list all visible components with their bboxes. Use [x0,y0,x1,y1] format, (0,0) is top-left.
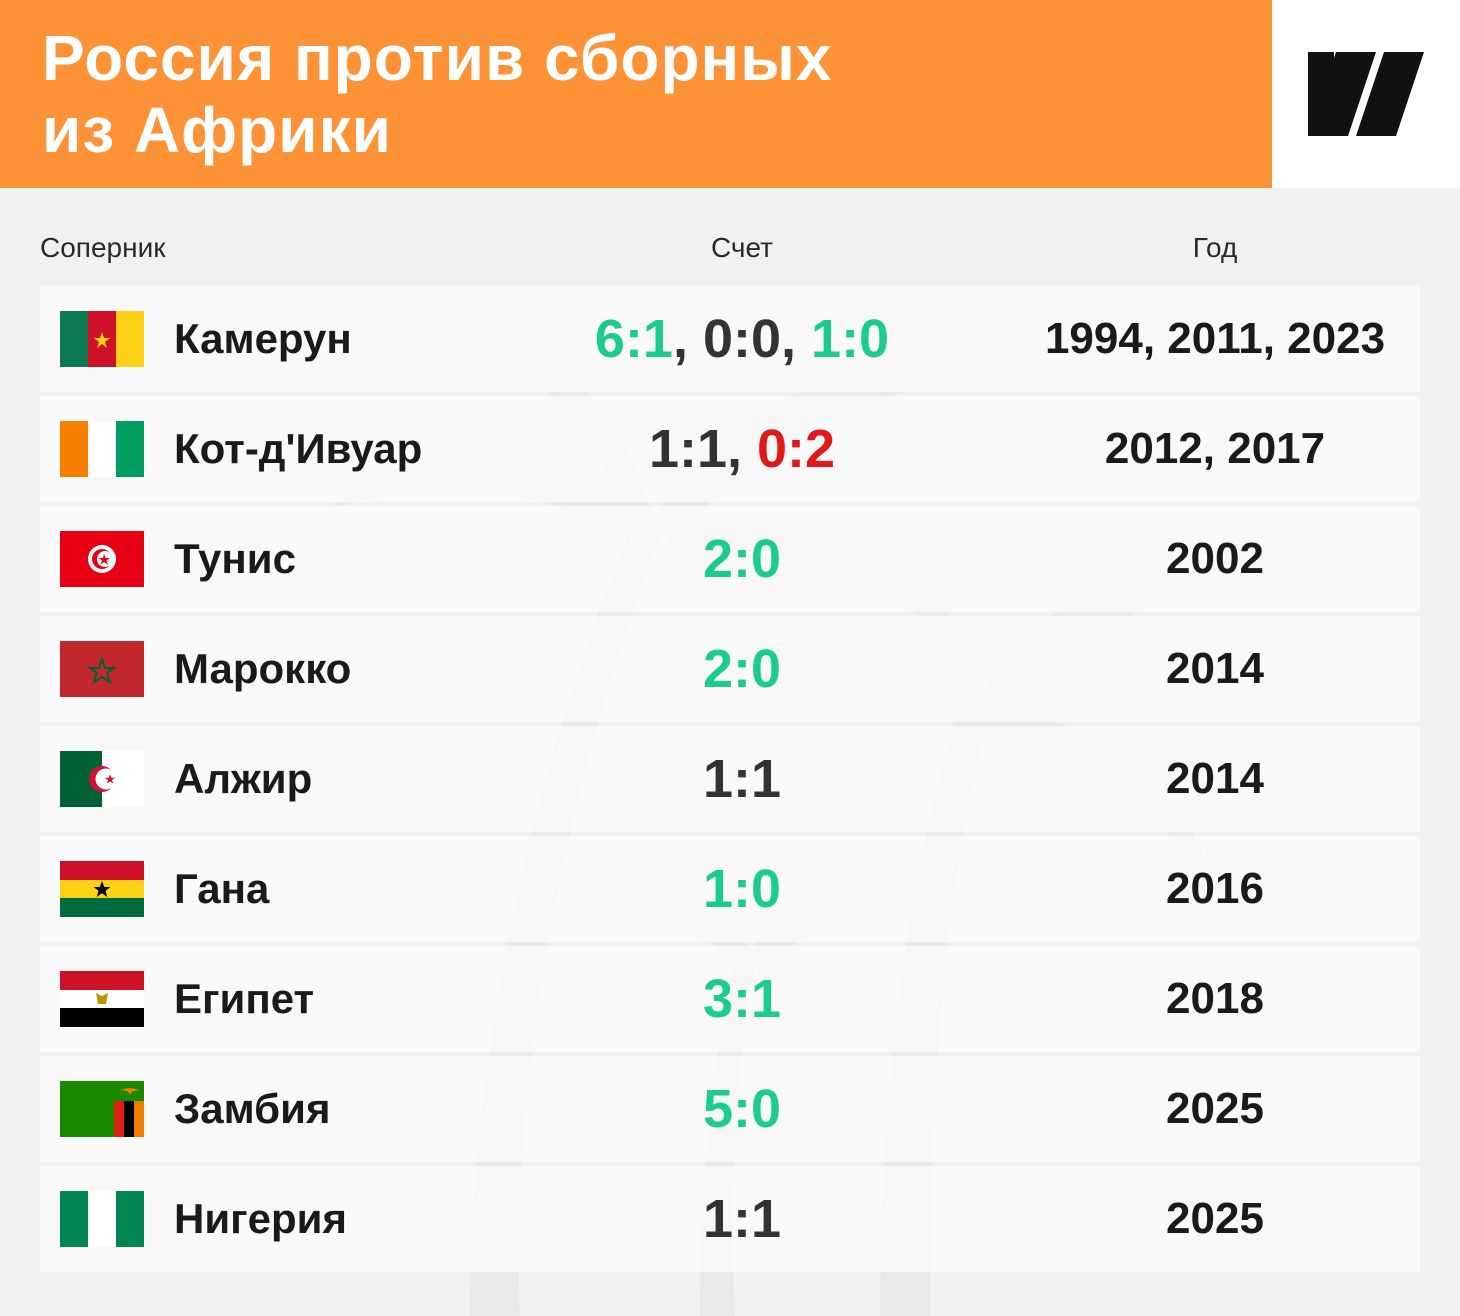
score-value: 5:0 [702,1079,782,1139]
year-cell: 2014 [1166,644,1264,693]
table-row: Замбия 5:0 2025 [40,1056,1420,1162]
year-cell: 2014 [1166,754,1264,803]
morocco-flag-icon [60,641,144,697]
opponent-name: Марокко [174,645,352,692]
table-row: Тунис 2:0 2002 [40,506,1420,612]
title-line-2: из Африки [42,94,392,166]
opponent-name: Камерун [174,315,352,362]
score-cell: 1:1 [520,726,964,832]
opponent-name: Кот-д'Ивуар [174,425,423,472]
column-header-opponent: Соперник [40,232,166,263]
score-cell: 1:0 [520,836,964,942]
opponent-name: Нигерия [174,1195,347,1242]
table-row: Гана 1:0 2016 [40,836,1420,942]
score-value: 1:1 [702,1189,782,1249]
page-title: Россия против сборных из Африки [42,22,832,166]
score-cell: 1:1 [520,1166,964,1272]
ghana-flag-icon [60,861,144,917]
year-cell: 2002 [1166,534,1264,583]
table-row: Египет 3:1 2018 [40,946,1420,1052]
opponent-name: Гана [174,865,270,912]
score-value: 1:0 [702,859,782,919]
score-value: 1:1 [702,749,782,809]
score-cell: 2:0 [520,506,964,612]
score-value: 0:0 [702,309,782,369]
column-header-year: Год [1192,232,1238,263]
header-banner: Россия против сборных из Африки [0,0,1272,188]
score-cell: 3:1 [520,946,964,1052]
score-cell: 2:0 [520,616,964,722]
egypt-flag-icon [60,971,144,1027]
ivory-coast-flag-icon [60,421,144,477]
score-value: 2:0 [702,639,782,699]
tunisia-flag-icon [60,531,144,587]
table-row: Нигерия 1:1 2025 [40,1166,1420,1272]
table-row: Камерун 6:1, 0:0, 1:0 1994, 2011, 2023 [40,286,1420,392]
score-value: 6:1 [594,309,673,369]
zambia-flag-icon [60,1081,144,1137]
year-cell: 2018 [1166,974,1264,1023]
opponent-name: Египет [174,975,315,1022]
year-cell: 1994, 2011, 2023 [1044,314,1386,363]
table-row: Марокко 2:0 2014 [40,616,1420,722]
score-value: 1:0 [811,309,890,369]
title-line-1: Россия против сборных [42,22,833,94]
score-value: 1:1 [648,419,727,479]
score-cell: 6:1, 0:0, 1:0 [594,309,890,369]
logo [1272,0,1460,188]
score-value: 0:2 [757,419,836,479]
opponent-name: Тунис [174,535,296,582]
brand-slash-logo-icon [1308,52,1424,136]
year-cell: 2025 [1166,1194,1264,1243]
algeria-flag-icon [60,751,144,807]
opponent-name: Алжир [174,755,313,802]
year-cell: 2012, 2017 [1104,424,1326,473]
score-cell: 1:1, 0:2 [648,419,836,479]
results-table: Камерун 6:1, 0:0, 1:0 1994, 2011, 2023 К… [40,286,1420,1276]
score-value: 2:0 [702,529,782,589]
opponent-name: Замбия [174,1085,331,1132]
cameroon-flag-icon [60,311,144,367]
table-row: Кот-д'Ивуар 1:1, 0:2 2012, 2017 [40,396,1420,502]
score-value: 3:1 [702,969,782,1029]
year-cell: 2016 [1166,864,1264,913]
year-cell: 2025 [1166,1084,1264,1133]
table-row: Алжир 1:1 2014 [40,726,1420,832]
score-cell: 5:0 [520,1056,964,1162]
nigeria-flag-icon [60,1191,144,1247]
column-header-score: Счет [711,232,773,263]
